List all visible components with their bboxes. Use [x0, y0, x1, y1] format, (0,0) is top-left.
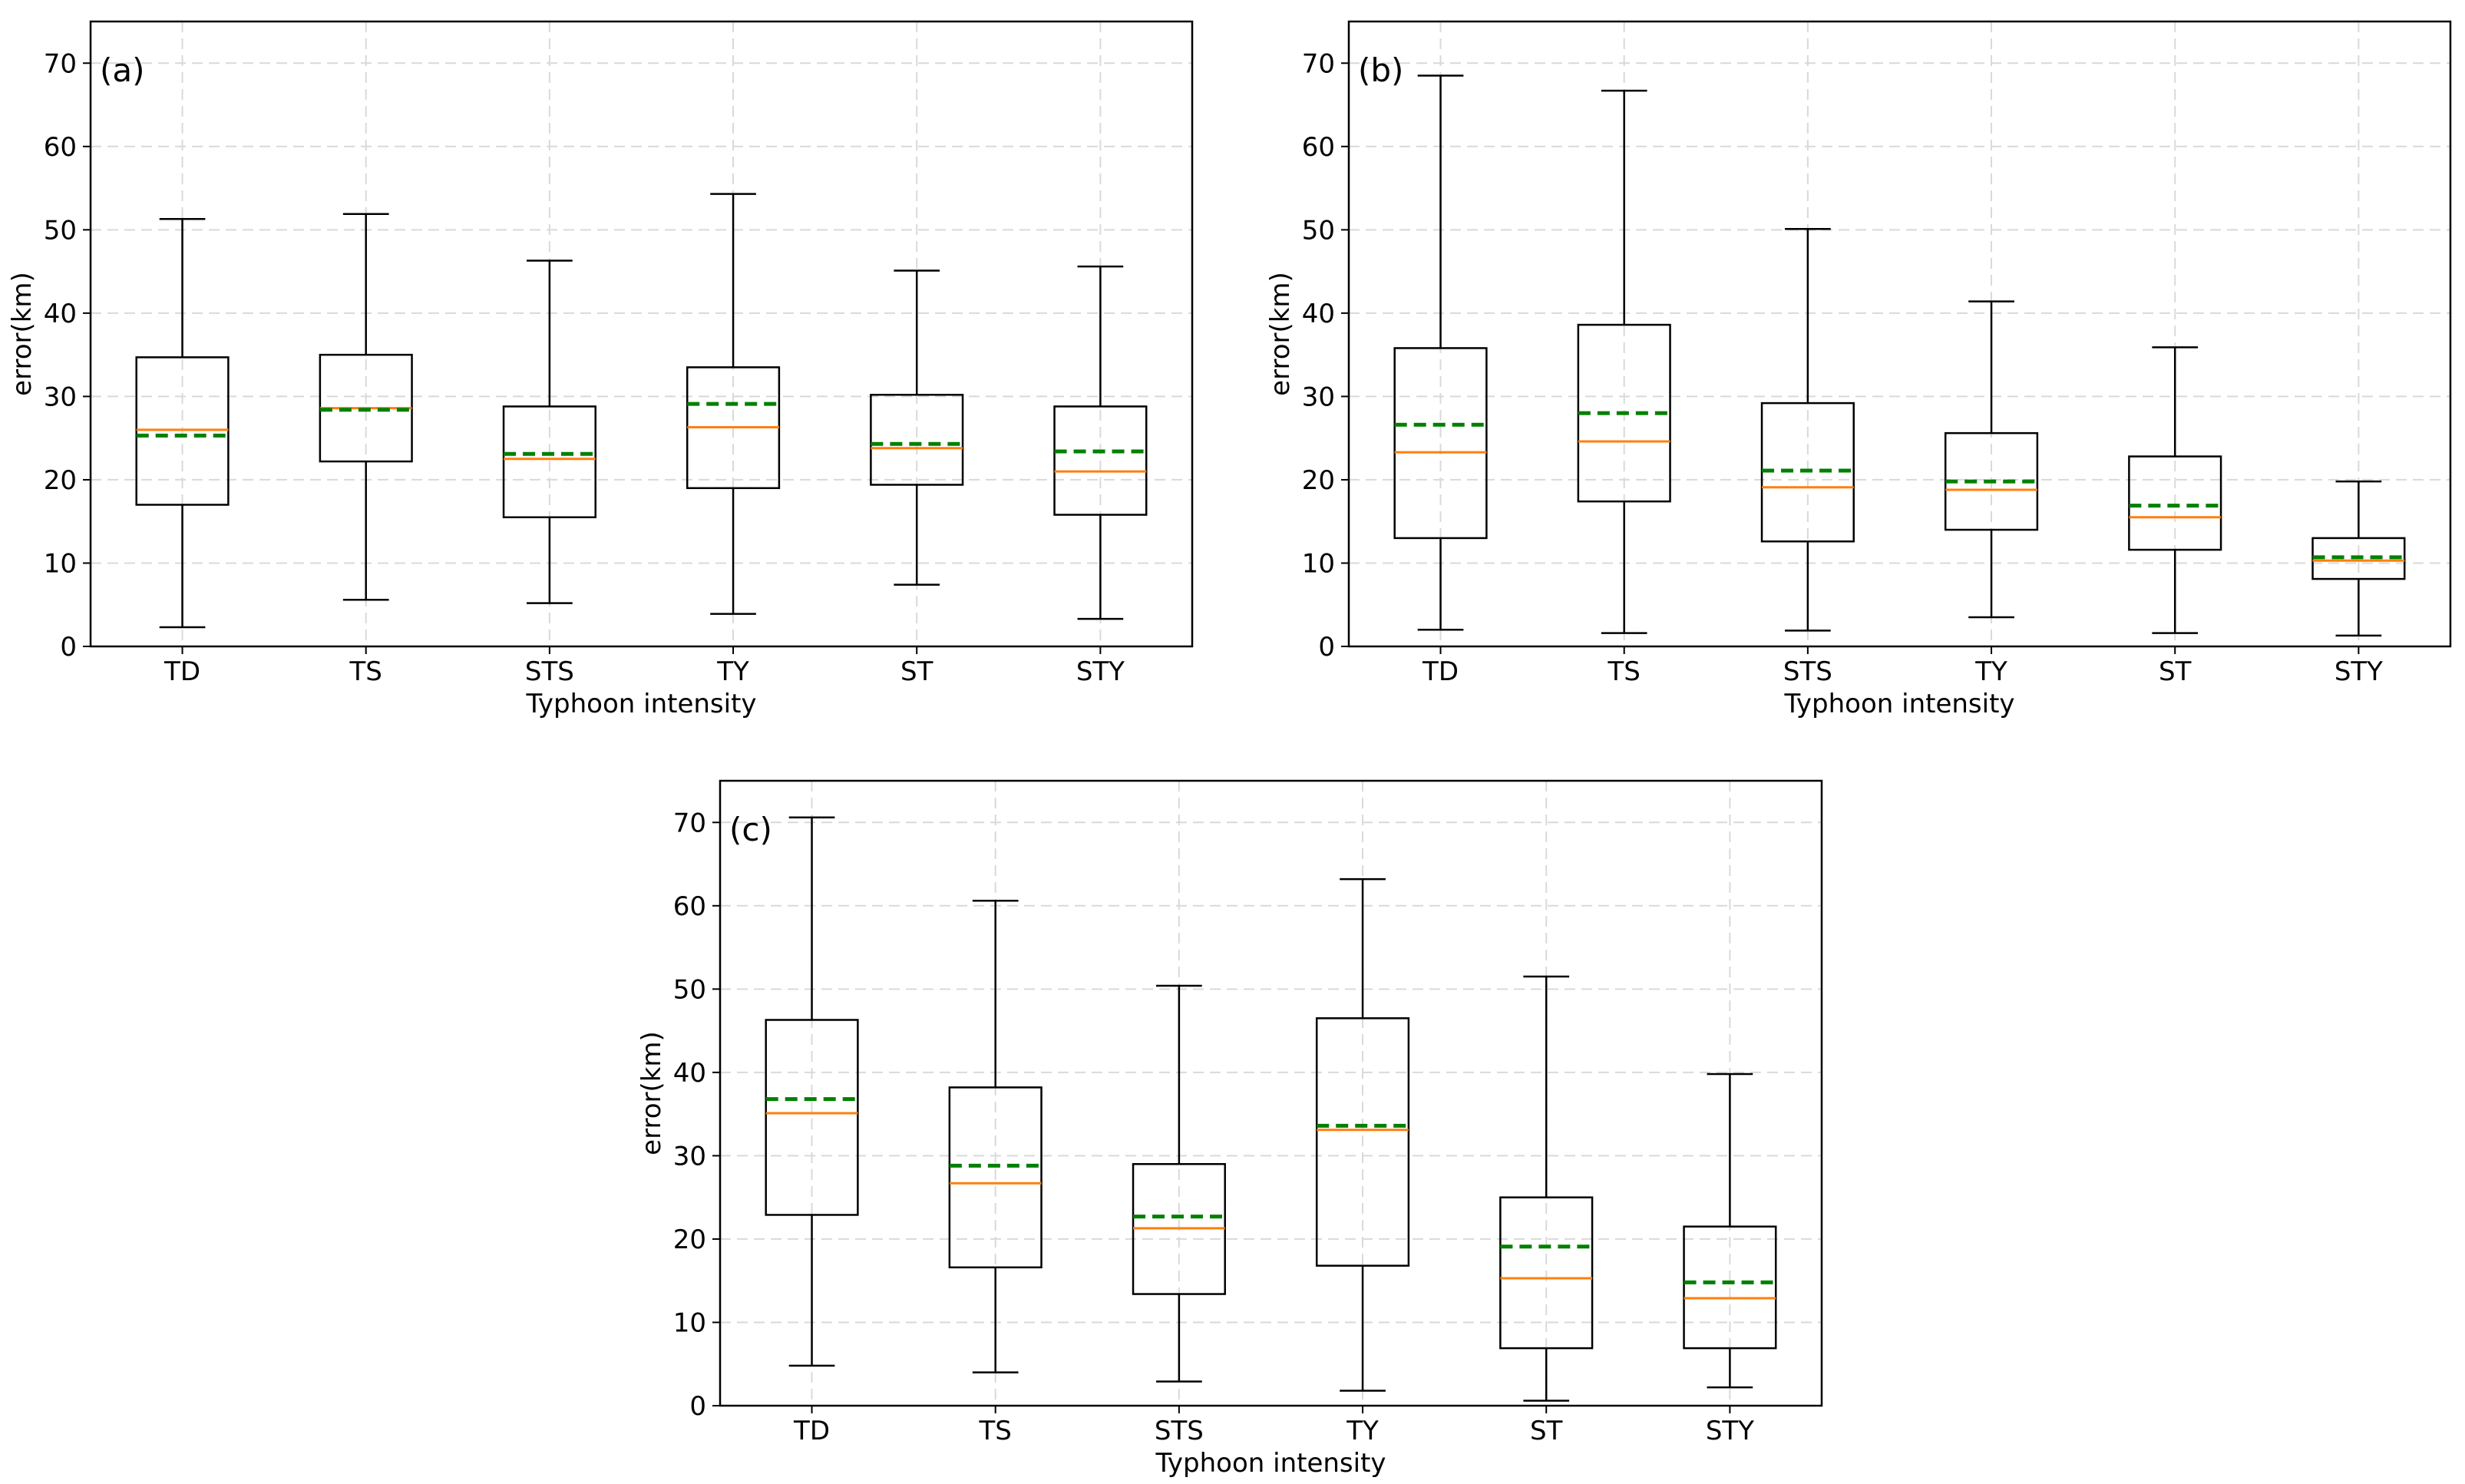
box-st: [1499, 975, 1594, 1402]
box-sty: [2311, 480, 2406, 637]
x-tick-label-td: TD: [164, 656, 200, 687]
y-tick-label: 30: [673, 1141, 706, 1172]
y-tick-label: 50: [1302, 215, 1335, 246]
x-tick-label-sts: STS: [525, 656, 574, 687]
x-tick-label-ty: TY: [1346, 1416, 1379, 1446]
box-ts: [1577, 89, 1671, 634]
box-ty: [686, 193, 781, 615]
x-axis-label: Typhoon intensity: [1783, 689, 2014, 719]
box-td: [1393, 74, 1488, 631]
y-tick-label: 20: [44, 465, 77, 496]
y-tick-label: 40: [673, 1058, 706, 1089]
x-tick-label-sts: STS: [1155, 1416, 1204, 1446]
box-sts: [1760, 227, 1855, 632]
box-td: [135, 217, 230, 629]
y-tick-label: 10: [1302, 548, 1335, 579]
x-tick-label-sty: STY: [1706, 1416, 1754, 1446]
y-tick-label: 30: [44, 382, 77, 412]
x-tick-label-sts: STS: [1783, 656, 1832, 687]
y-tick-label: 10: [673, 1307, 706, 1338]
box-sty: [1053, 265, 1148, 620]
x-tick-label-td: TD: [793, 1416, 830, 1446]
iqr-box: [135, 356, 230, 506]
axes-frame: [719, 779, 1823, 1407]
axes-frame: [1347, 20, 2452, 648]
box-sts: [502, 259, 596, 604]
x-tick-label-st: ST: [900, 656, 933, 687]
y-axis-label: error(km): [7, 272, 38, 396]
box-ts: [948, 900, 1043, 1373]
x-tick-label-sty: STY: [2334, 656, 2383, 687]
x-tick-label-ty: TY: [716, 656, 749, 687]
y-tick-label: 10: [44, 548, 77, 579]
iqr-box: [765, 1019, 859, 1216]
y-tick-label: 50: [673, 974, 706, 1005]
iqr-box: [1393, 347, 1488, 540]
x-tick-label-ts: TS: [1608, 656, 1641, 687]
axes-frame: [89, 20, 1194, 648]
box-td: [765, 816, 859, 1367]
x-tick-label-sty: STY: [1076, 656, 1125, 687]
x-tick-label-ts: TS: [979, 1416, 1012, 1446]
iqr-box: [1499, 1196, 1594, 1350]
iqr-box: [2128, 455, 2222, 551]
x-tick-label-st: ST: [2159, 656, 2192, 687]
panel-label: (b): [1358, 51, 1403, 89]
y-axis-label: error(km): [636, 1031, 667, 1155]
panel-label: (c): [729, 811, 772, 848]
x-tick-label-ty: TY: [1974, 656, 2007, 687]
y-tick-label: 20: [673, 1225, 706, 1255]
y-tick-label: 70: [673, 808, 706, 838]
iqr-box: [1683, 1225, 1777, 1350]
box-st: [870, 269, 964, 586]
y-tick-label: 0: [689, 1391, 706, 1422]
y-tick-label: 60: [1302, 132, 1335, 163]
box-sty: [1683, 1073, 1777, 1389]
y-tick-label: 30: [1302, 382, 1335, 412]
x-axis-label: Typhoon intensity: [525, 689, 756, 719]
y-tick-label: 60: [44, 132, 77, 163]
y-tick-label: 0: [60, 632, 77, 663]
y-tick-label: 40: [1302, 299, 1335, 329]
iqr-box: [502, 405, 596, 519]
y-tick-label: 60: [673, 891, 706, 922]
box-sts: [1132, 984, 1226, 1383]
y-axis-label: error(km): [1265, 272, 1296, 396]
iqr-box: [1315, 1017, 1410, 1267]
panel-label: (a): [100, 51, 145, 89]
x-tick-label-td: TD: [1422, 656, 1459, 687]
x-axis-label: Typhoon intensity: [1155, 1448, 1386, 1479]
box-ts: [319, 213, 413, 601]
y-tick-label: 70: [1302, 48, 1335, 79]
x-tick-label-st: ST: [1530, 1416, 1563, 1446]
y-tick-label: 40: [44, 299, 77, 329]
box-ty: [1944, 300, 2039, 619]
y-tick-label: 70: [44, 48, 77, 79]
iqr-box: [870, 393, 964, 486]
box-ty: [1315, 878, 1410, 1392]
iqr-box: [1053, 405, 1148, 516]
iqr-box: [948, 1086, 1043, 1269]
x-tick-label-ts: TS: [349, 656, 382, 687]
y-tick-label: 50: [44, 215, 77, 246]
box-st: [2128, 346, 2222, 634]
y-tick-label: 20: [1302, 465, 1335, 496]
y-tick-label: 0: [1318, 632, 1335, 663]
